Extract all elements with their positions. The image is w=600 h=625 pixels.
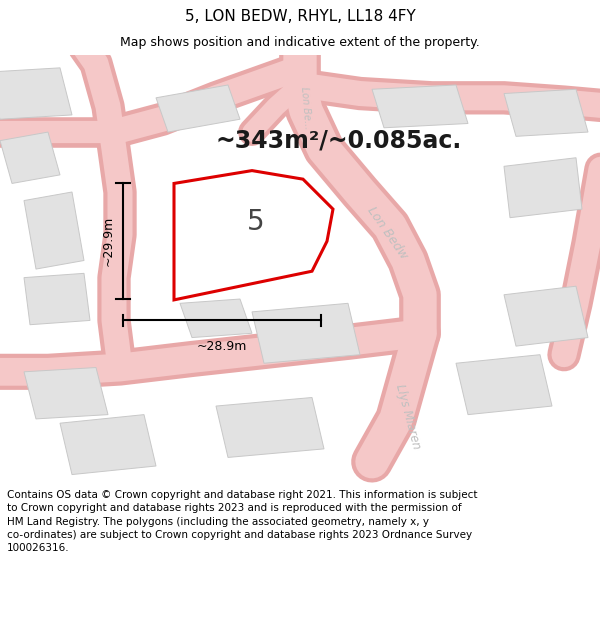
Polygon shape [216, 398, 324, 458]
Polygon shape [0, 132, 60, 184]
Polygon shape [504, 89, 588, 136]
Polygon shape [24, 368, 108, 419]
Polygon shape [180, 299, 252, 338]
Text: 5: 5 [247, 208, 265, 236]
Text: Contains OS data © Crown copyright and database right 2021. This information is : Contains OS data © Crown copyright and d… [7, 490, 478, 553]
Polygon shape [504, 286, 588, 346]
Polygon shape [24, 192, 84, 269]
Polygon shape [252, 303, 360, 363]
Text: ~28.9m: ~28.9m [197, 340, 247, 352]
Polygon shape [372, 85, 468, 127]
Polygon shape [0, 68, 72, 119]
Text: Lon Bedw: Lon Bedw [364, 204, 410, 261]
Text: Lon Be...: Lon Be... [299, 87, 313, 130]
Polygon shape [504, 158, 582, 218]
Text: Llys Miaren: Llys Miaren [393, 382, 423, 451]
Polygon shape [156, 85, 240, 132]
Polygon shape [24, 273, 90, 325]
Polygon shape [60, 414, 156, 474]
Text: Map shows position and indicative extent of the property.: Map shows position and indicative extent… [120, 36, 480, 49]
Text: ~29.9m: ~29.9m [101, 216, 115, 266]
Polygon shape [174, 171, 333, 300]
Text: ~343m²/~0.085ac.: ~343m²/~0.085ac. [216, 129, 462, 152]
Polygon shape [198, 209, 267, 249]
Text: 5, LON BEDW, RHYL, LL18 4FY: 5, LON BEDW, RHYL, LL18 4FY [185, 9, 415, 24]
Polygon shape [183, 249, 234, 288]
Polygon shape [456, 355, 552, 414]
